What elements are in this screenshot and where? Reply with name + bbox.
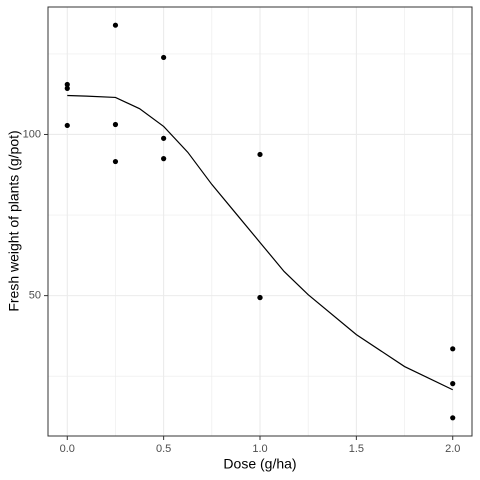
- x-tick-label: 2.0: [445, 443, 460, 455]
- x-tick-label: 0.0: [60, 443, 75, 455]
- y-tick-label: 50: [29, 290, 41, 302]
- y-axis-title: Fresh weight of plants (g/pot): [6, 130, 22, 311]
- data-point: [450, 381, 456, 387]
- data-point: [161, 156, 167, 162]
- data-point: [64, 85, 70, 91]
- x-tick-label: 1.5: [349, 443, 364, 455]
- data-point: [161, 54, 167, 61]
- data-point: [64, 122, 70, 129]
- data-point: [112, 22, 119, 28]
- y-tick-label: 100: [23, 128, 41, 140]
- data-point: [64, 81, 70, 88]
- fit-line: [67, 94, 453, 391]
- data-point: [161, 135, 167, 141]
- data-point: [257, 151, 263, 158]
- data-point: [112, 158, 119, 165]
- data-point: [450, 415, 456, 421]
- panel-border: [47, 6, 473, 437]
- data-point: [257, 294, 263, 301]
- data-point: [112, 121, 119, 128]
- data-point: [450, 346, 456, 352]
- x-axis-title: Dose (g/ha): [223, 456, 296, 472]
- x-tick-label: 0.5: [156, 443, 171, 455]
- x-tick-label: 1.0: [252, 443, 267, 455]
